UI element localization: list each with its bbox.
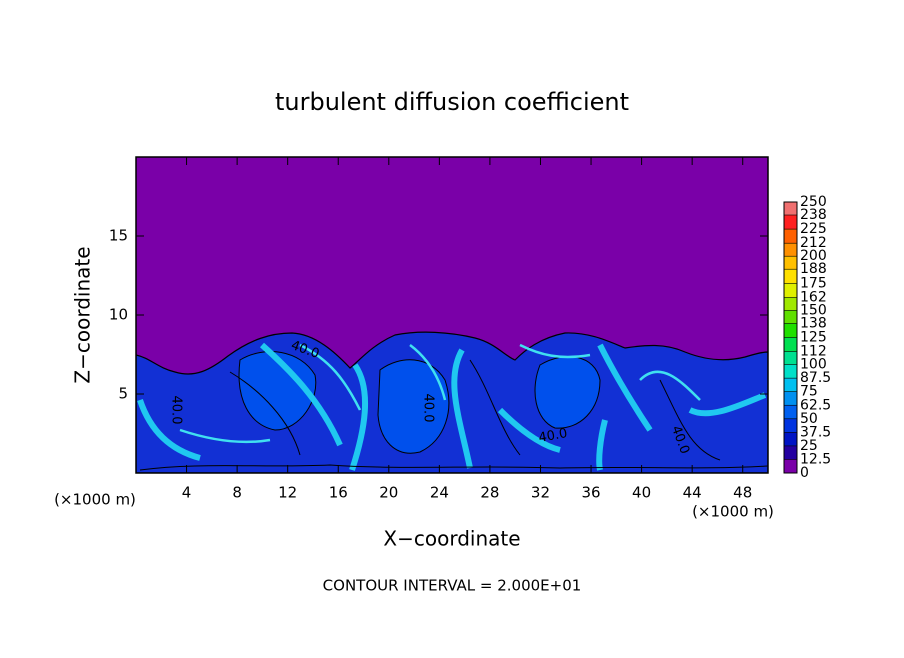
colorbar-band (784, 202, 797, 216)
colorbar-label: 37.5 (800, 424, 831, 440)
colorbar-label: 25 (800, 438, 818, 454)
colorbar-label: 75 (800, 384, 818, 400)
colorbar-label: 12.5 (800, 451, 831, 467)
colorbar-label: 62.5 (800, 397, 831, 413)
cyan-streak (179, 343, 701, 444)
colorbar-band (784, 391, 797, 406)
contour-label: 40.0 (169, 396, 184, 425)
y-axis-label: Z−coordinate (71, 246, 95, 383)
colorbar-label: 112 (800, 344, 827, 360)
colorbar-band (784, 351, 797, 365)
colorbar-label: 188 (800, 261, 827, 277)
x-axis-label: X−coordinate (383, 527, 520, 551)
colorbar-band (784, 283, 797, 298)
colorbar-label: 150 (800, 302, 827, 318)
cyan-streak (137, 342, 767, 471)
colorbar-band (784, 364, 797, 379)
colorbar-band (784, 229, 797, 244)
colorbar-band (784, 310, 797, 324)
colorbar-band (784, 256, 797, 270)
colorbar-label: 212 (800, 235, 827, 251)
x-tick-label: 40 (632, 484, 651, 502)
turbulent-layer (136, 331, 768, 473)
y-tick-label: 15 (109, 227, 128, 245)
x-tick-label: 12 (278, 484, 297, 502)
field (136, 157, 768, 473)
colorbar-band (784, 432, 797, 446)
x-tick-label: 4 (182, 484, 192, 502)
colorbar-label: 0 (800, 465, 809, 481)
x-tick-label: 20 (379, 484, 398, 502)
colorbar-band (784, 297, 797, 311)
colorbar-label: 162 (800, 289, 827, 305)
colorbar-band (784, 459, 797, 473)
x-tick-label: 8 (232, 484, 242, 502)
colorbar-label: 50 (800, 411, 818, 427)
x-tick-label: 48 (733, 484, 752, 502)
x-tick-label: 44 (683, 484, 702, 502)
colorbar-band (784, 445, 797, 460)
contour-line (139, 359, 768, 471)
light-blob (238, 351, 317, 431)
x-tick-label: 36 (581, 484, 600, 502)
x-tick-label: 24 (430, 484, 449, 502)
colorbar-band (784, 418, 797, 433)
y-tick-label: 10 (109, 306, 128, 324)
x-unit-label: (×1000 m) (54, 491, 136, 509)
colorbar-band (784, 337, 797, 352)
colorbar-label: 100 (800, 357, 827, 373)
y-tick-label: 5 (118, 385, 128, 403)
colorbar-label: 225 (800, 221, 827, 237)
x-tick-label: 28 (480, 484, 499, 502)
colorbar-band (784, 405, 797, 419)
colorbar-band (784, 243, 797, 257)
colorbar-label: 250 (800, 194, 827, 210)
colorbar-band (784, 269, 797, 284)
colorbar-label: 87.5 (800, 370, 831, 386)
colorbar-label: 175 (800, 275, 827, 291)
x-tick-label: 16 (329, 484, 348, 502)
colorbar-label: 125 (800, 330, 827, 346)
light-blob (377, 359, 450, 454)
contour-label: 40.0 (421, 394, 436, 423)
footer-note: CONTOUR INTERVAL = 2.000E+01 (323, 577, 582, 595)
contour-label: 40.0 (537, 426, 568, 446)
colorbar-label: 200 (800, 248, 827, 264)
colorbar-label: 138 (800, 315, 827, 331)
chart-title: turbulent diffusion coefficient (275, 88, 629, 116)
colorbar-band (784, 215, 797, 230)
colorbar-band (784, 378, 797, 392)
x-unit-label: (×1000 m) (692, 503, 774, 521)
colorbar-band (784, 323, 797, 338)
x-tick-label: 32 (531, 484, 550, 502)
colorbar-label: 238 (800, 207, 827, 223)
